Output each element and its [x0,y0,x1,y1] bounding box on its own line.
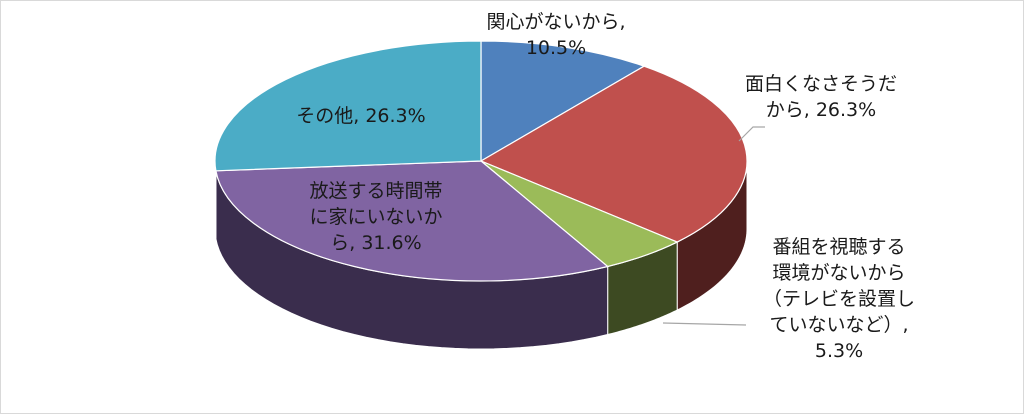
slice-top-1 [479,65,748,243]
leader-line-seems-boring [738,126,765,142]
slice-top-3 [215,160,609,282]
label-no-interest: 関心がないから, 10.5% [486,11,626,59]
label-other: その他, 26.3% [296,105,426,127]
label-not-home: 放送する時間帯 に家にいないか ら, 31.6% [309,180,443,254]
slice-top-0 [480,40,646,163]
label-seems-boring: 面白くなさそうだ から, 26.3% [744,73,897,121]
leader-line-no-environment [662,322,747,326]
slice-top-4 [214,40,482,172]
label-no-environment: 番組を視聴する 環境がないから （テレビを設置し ていないなど）, 5.3% [762,236,915,362]
